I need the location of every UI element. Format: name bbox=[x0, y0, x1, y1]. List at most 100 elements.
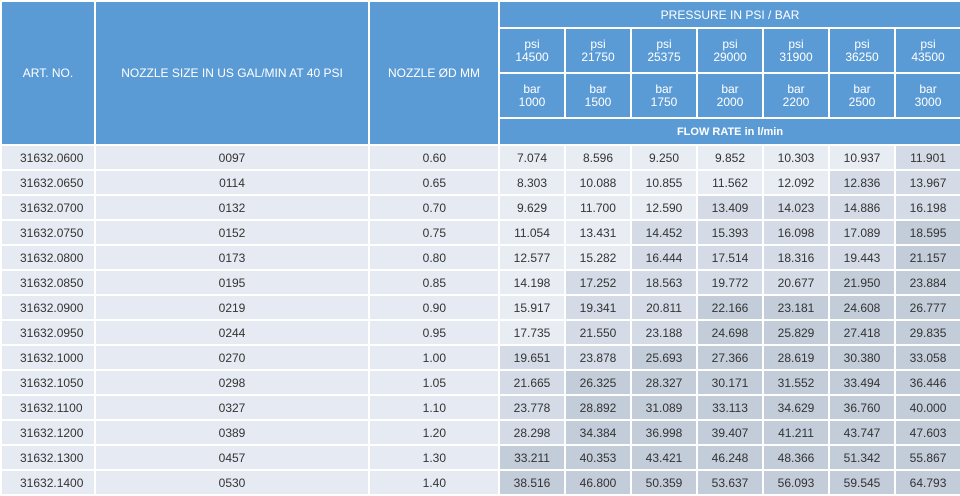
flow-rate-cell: 19.772 bbox=[698, 271, 762, 294]
flow-rate-cell: 14.198 bbox=[500, 271, 564, 294]
flow-rate-cell: 11.901 bbox=[896, 146, 960, 169]
nozzle-diameter-cell: 1.00 bbox=[370, 346, 498, 369]
table-row: 31632.0850 0195 0.85 14.198 17.252 18.563 19.7… bbox=[2, 271, 960, 294]
nozzle-diameter-cell: 0.85 bbox=[370, 271, 498, 294]
nozzle-diameter-cell: 0.80 bbox=[370, 246, 498, 269]
psi-unit-label: psi bbox=[590, 36, 606, 51]
nozzle-diameter-cell: 1.05 bbox=[370, 371, 498, 394]
psi-value: 25375 bbox=[647, 49, 681, 64]
flow-rate-cell: 15.393 bbox=[698, 221, 762, 244]
nozzle-size-cell: 0152 bbox=[96, 221, 368, 244]
flow-rate-cell: 27.366 bbox=[698, 346, 762, 369]
flow-rate-cell: 16.098 bbox=[764, 221, 828, 244]
flow-rate-cell: 28.327 bbox=[632, 371, 696, 394]
nozzle-diameter-cell: 0.60 bbox=[370, 146, 498, 169]
nozzle-size-cell: 0457 bbox=[96, 446, 368, 469]
header-pressure: PRESSURE IN PSI / BAR bbox=[500, 2, 960, 27]
psi-unit-label: psi bbox=[920, 36, 936, 51]
header-nozzle-diameter: NOZZLE ØD MM bbox=[370, 2, 498, 144]
flow-rate-cell: 20.811 bbox=[632, 296, 696, 319]
flow-rate-cell: 21.950 bbox=[830, 271, 894, 294]
header-bar-1: bar 1500 bbox=[566, 74, 630, 117]
header-flow-rate: FLOW RATE in l/min bbox=[500, 119, 960, 144]
flow-rate-cell: 38.516 bbox=[500, 471, 564, 494]
flow-rate-cell: 9.250 bbox=[632, 146, 696, 169]
nozzle-diameter-cell: 1.40 bbox=[370, 471, 498, 494]
flow-rate-cell: 50.359 bbox=[632, 471, 696, 494]
header-bar-4: bar 2200 bbox=[764, 74, 828, 117]
header-bar-3: bar 2000 bbox=[698, 74, 762, 117]
art-no-cell: 31632.1400 bbox=[2, 471, 94, 494]
nozzle-size-cell: 0244 bbox=[96, 321, 368, 344]
flow-rate-cell: 11.054 bbox=[500, 221, 564, 244]
nozzle-size-cell: 0530 bbox=[96, 471, 368, 494]
flow-rate-cell: 26.777 bbox=[896, 296, 960, 319]
flow-rate-cell: 23.878 bbox=[566, 346, 630, 369]
flow-rate-cell: 15.917 bbox=[500, 296, 564, 319]
flow-rate-cell: 17.089 bbox=[830, 221, 894, 244]
header-bar-0: bar 1000 bbox=[500, 74, 564, 117]
flow-rate-cell: 53.637 bbox=[698, 471, 762, 494]
table-row: 31632.0600 0097 0.60 7.074 8.596 9.250 9.852 10… bbox=[2, 146, 960, 169]
flow-rate-cell: 10.937 bbox=[830, 146, 894, 169]
flow-rate-cell: 13.967 bbox=[896, 171, 960, 194]
nozzle-size-cell: 0219 bbox=[96, 296, 368, 319]
table-row: 31632.1050 0298 1.05 21.665 26.325 28.327 30.1… bbox=[2, 371, 960, 394]
flow-rate-cell: 28.892 bbox=[566, 396, 630, 419]
flow-rate-cell: 36.446 bbox=[896, 371, 960, 394]
flow-rate-cell: 22.166 bbox=[698, 296, 762, 319]
art-no-cell: 31632.1300 bbox=[2, 446, 94, 469]
psi-unit-label: psi bbox=[722, 36, 738, 51]
nozzle-diameter-cell: 0.65 bbox=[370, 171, 498, 194]
flow-rate-cell: 23.181 bbox=[764, 296, 828, 319]
flow-rate-cell: 7.074 bbox=[500, 146, 564, 169]
flow-rate-cell: 39.407 bbox=[698, 421, 762, 444]
psi-value: 36250 bbox=[845, 49, 879, 64]
flow-rate-cell: 12.577 bbox=[500, 246, 564, 269]
bar-value: 1500 bbox=[584, 94, 612, 109]
flow-rate-cell: 16.198 bbox=[896, 196, 960, 219]
nozzle-size-cell: 0114 bbox=[96, 171, 368, 194]
header-psi-4: psi 31900 bbox=[764, 29, 828, 72]
nozzle-diameter-cell: 0.70 bbox=[370, 196, 498, 219]
flow-rate-cell: 27.418 bbox=[830, 321, 894, 344]
flow-rate-cell: 51.342 bbox=[830, 446, 894, 469]
bar-value: 3000 bbox=[914, 94, 942, 109]
flow-rate-cell: 11.562 bbox=[698, 171, 762, 194]
flow-rate-cell: 56.093 bbox=[764, 471, 828, 494]
art-no-cell: 31632.1000 bbox=[2, 346, 94, 369]
art-no-cell: 31632.0950 bbox=[2, 321, 94, 344]
bar-unit-label: bar bbox=[589, 81, 607, 96]
art-no-cell: 31632.1050 bbox=[2, 371, 94, 394]
nozzle-size-cell: 0132 bbox=[96, 196, 368, 219]
psi-unit-label: psi bbox=[854, 36, 870, 51]
flow-rate-cell: 25.693 bbox=[632, 346, 696, 369]
psi-value: 31900 bbox=[779, 49, 813, 64]
flow-rate-cell: 18.595 bbox=[896, 221, 960, 244]
flow-rate-cell: 14.886 bbox=[830, 196, 894, 219]
psi-unit-label: psi bbox=[656, 36, 672, 51]
header-psi-5: psi 36250 bbox=[830, 29, 894, 72]
flow-rate-cell: 23.884 bbox=[896, 271, 960, 294]
bar-value: 1750 bbox=[650, 94, 678, 109]
psi-value: 43500 bbox=[911, 49, 945, 64]
art-no-cell: 31632.0750 bbox=[2, 221, 94, 244]
flow-rate-cell: 9.852 bbox=[698, 146, 762, 169]
nozzle-diameter-cell: 1.30 bbox=[370, 446, 498, 469]
flow-rate-cell: 8.303 bbox=[500, 171, 564, 194]
flow-rate-cell: 14.452 bbox=[632, 221, 696, 244]
flow-rate-cell: 10.088 bbox=[566, 171, 630, 194]
art-no-cell: 31632.0600 bbox=[2, 146, 94, 169]
flow-rate-cell: 15.282 bbox=[566, 246, 630, 269]
table-row: 31632.0700 0132 0.70 9.629 11.700 12.590 13.40… bbox=[2, 196, 960, 219]
flow-rate-cell: 13.431 bbox=[566, 221, 630, 244]
bar-unit-label: bar bbox=[655, 81, 673, 96]
flow-rate-cell: 10.303 bbox=[764, 146, 828, 169]
table-row: 31632.1000 0270 1.00 19.651 23.878 25.693 27.3… bbox=[2, 346, 960, 369]
table-row: 31632.0800 0173 0.80 12.577 15.282 16.444 17.5… bbox=[2, 246, 960, 269]
header-nozzle-size: NOZZLE SIZE IN US GAL/MIN AT 40 PSI bbox=[96, 2, 368, 144]
table-row: 31632.0950 0244 0.95 17.735 21.550 23.188 24.6… bbox=[2, 321, 960, 344]
flow-rate-cell: 40.353 bbox=[566, 446, 630, 469]
art-no-cell: 31632.0650 bbox=[2, 171, 94, 194]
flow-rate-cell: 20.677 bbox=[764, 271, 828, 294]
